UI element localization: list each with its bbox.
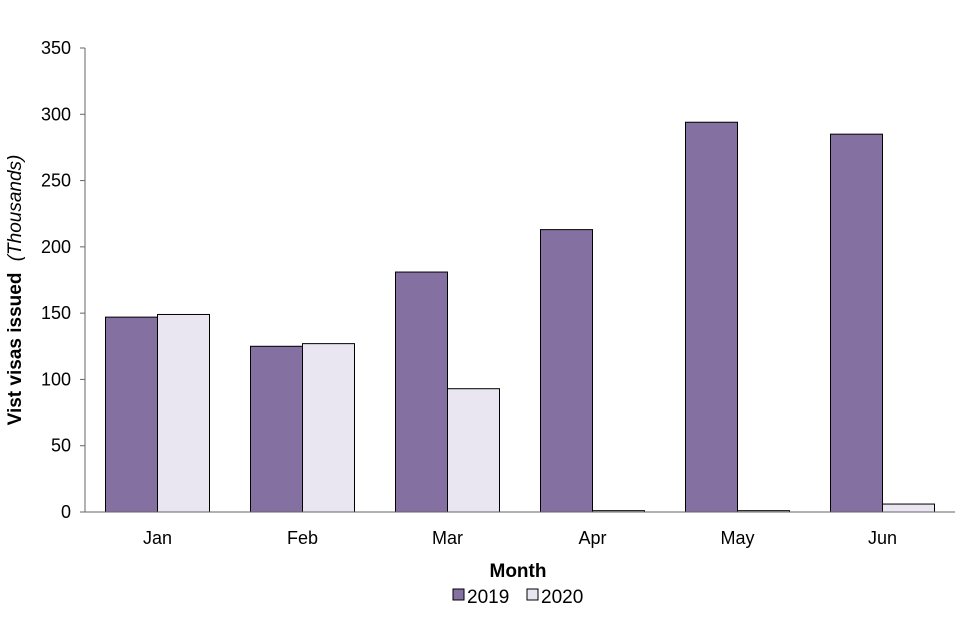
bar-2019-mar: [395, 271, 448, 513]
y-tick-label: 250: [41, 171, 71, 191]
legend-swatch-2020: [526, 588, 539, 601]
y-axis-ticks: 0 50 100 150 200 250 300 350: [41, 38, 85, 522]
y-axis-title-unit: (Thousands): [5, 155, 26, 262]
y-tick-label: 0: [61, 502, 71, 522]
y-axis-title-main: Vist visas issued: [5, 273, 26, 426]
legend-label-2020: 2020: [541, 587, 583, 608]
bar-2020-jun: [882, 503, 935, 513]
legend-swatch-2019: [452, 588, 465, 601]
bar-2020-mar: [447, 388, 500, 513]
x-tick-label-jun: Jun: [868, 528, 897, 548]
x-tick-label-may: May: [720, 528, 754, 548]
y-tick-label: 200: [41, 237, 71, 257]
x-tick-label-apr: Apr: [578, 528, 606, 548]
bars: [105, 121, 935, 513]
x-tick-label-mar: Mar: [432, 528, 463, 548]
bar-2020-jan: [157, 313, 210, 513]
bar-2019-feb: [250, 345, 303, 513]
x-axis-ticks: Jan Feb Mar Apr May Jun: [143, 528, 897, 548]
legend: 2019 2020: [452, 587, 583, 608]
y-tick-label: 350: [41, 38, 71, 58]
x-tick-label-feb: Feb: [287, 528, 318, 548]
y-tick-label: 300: [41, 104, 71, 124]
y-tick-label: 150: [41, 303, 71, 323]
y-axis-title: Vist visas issued (Thousands): [5, 155, 26, 426]
y-tick-label: 100: [41, 369, 71, 389]
x-axis-title: Month: [490, 561, 547, 582]
bar-2019-jun: [830, 133, 883, 513]
legend-label-2019: 2019: [467, 587, 509, 608]
bar-2019-jan: [105, 316, 158, 513]
bar-2019-apr: [540, 229, 593, 513]
bar-2020-feb: [302, 343, 355, 513]
y-tick-label: 50: [51, 436, 71, 456]
x-tick-label-jan: Jan: [143, 528, 172, 548]
bar-2019-may: [685, 121, 738, 513]
